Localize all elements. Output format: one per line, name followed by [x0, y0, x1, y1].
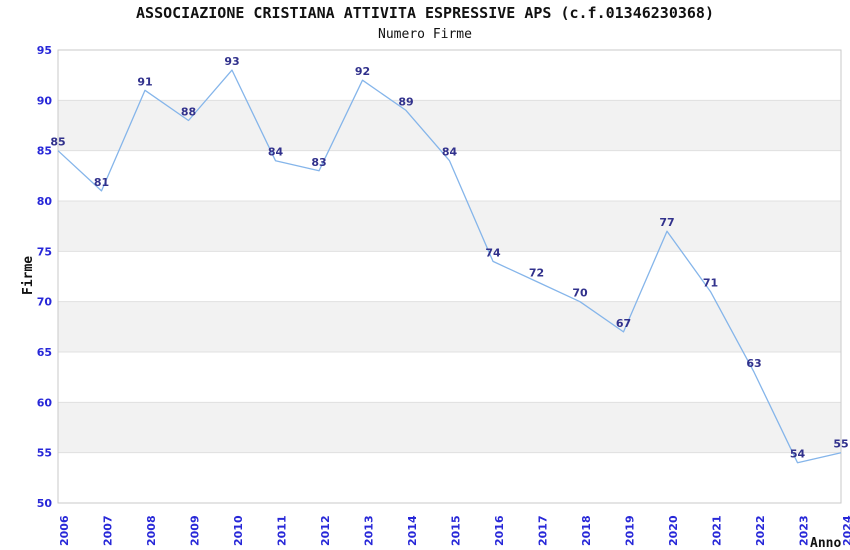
y-axis-title: Firme	[21, 256, 36, 295]
data-label: 71	[703, 277, 718, 290]
data-label: 93	[224, 55, 239, 68]
plot-band	[58, 100, 841, 151]
data-label: 84	[442, 146, 458, 159]
x-tick-label: 2016	[493, 515, 506, 546]
data-label: 74	[485, 246, 501, 259]
chart-subtitle: Numero Firme	[378, 27, 472, 42]
chart-title: ASSOCIAZIONE CRISTIANA ATTIVITA ESPRESSI…	[136, 4, 714, 22]
x-tick-label: 2008	[145, 515, 158, 546]
y-tick-label: 50	[37, 497, 53, 510]
x-tick-label: 2007	[102, 515, 115, 546]
data-label: 83	[311, 156, 326, 169]
x-axis-title: Anno	[810, 536, 841, 550]
data-label: 77	[659, 216, 674, 229]
y-tick-label: 75	[37, 245, 52, 258]
x-tick-label: 2006	[58, 515, 71, 546]
x-tick-label: 2011	[276, 515, 289, 546]
data-label: 81	[94, 176, 109, 189]
data-label: 63	[746, 357, 761, 370]
y-tick-label: 85	[37, 145, 52, 158]
data-label: 54	[790, 448, 806, 461]
data-label: 55	[833, 438, 848, 451]
x-tick-label: 2013	[363, 515, 376, 546]
line-series	[57, 69, 842, 464]
x-tick-label: 2012	[319, 515, 332, 546]
x-tick-label: 2015	[450, 515, 463, 546]
data-label: 92	[355, 65, 370, 78]
x-tick-label: 2019	[624, 515, 637, 546]
y-tick-label: 90	[37, 94, 53, 107]
y-tick-label: 65	[37, 346, 52, 359]
x-tick-label: 2018	[580, 515, 593, 546]
data-label: 84	[268, 146, 284, 159]
y-tick-label: 80	[37, 195, 53, 208]
data-label: 85	[50, 136, 65, 149]
y-tick-label: 70	[37, 296, 53, 309]
plot-band	[58, 301, 841, 352]
x-tick-label: 2017	[537, 515, 550, 546]
x-tick-label: 2023	[798, 515, 811, 546]
x-tick-label: 2022	[754, 515, 767, 546]
x-tick-label: 2024	[841, 515, 850, 546]
y-tick-label: 95	[37, 44, 52, 57]
plot-band	[58, 201, 841, 252]
data-label: 89	[398, 95, 413, 108]
x-tick-label: 2014	[406, 515, 419, 546]
data-label: 88	[181, 106, 196, 119]
x-tick-label: 2009	[189, 515, 202, 546]
plot-band	[58, 402, 841, 453]
data-label: 67	[616, 317, 631, 330]
data-label: 70	[572, 287, 588, 300]
x-tick-label: 2020	[667, 515, 680, 546]
data-label: 91	[137, 75, 152, 88]
y-tick-label: 55	[37, 447, 52, 460]
x-tick-label: 2021	[711, 515, 724, 546]
x-tick-label: 2010	[232, 515, 245, 546]
plot-border	[57, 49, 842, 504]
data-label: 72	[529, 267, 544, 280]
y-tick-label: 60	[37, 396, 53, 409]
